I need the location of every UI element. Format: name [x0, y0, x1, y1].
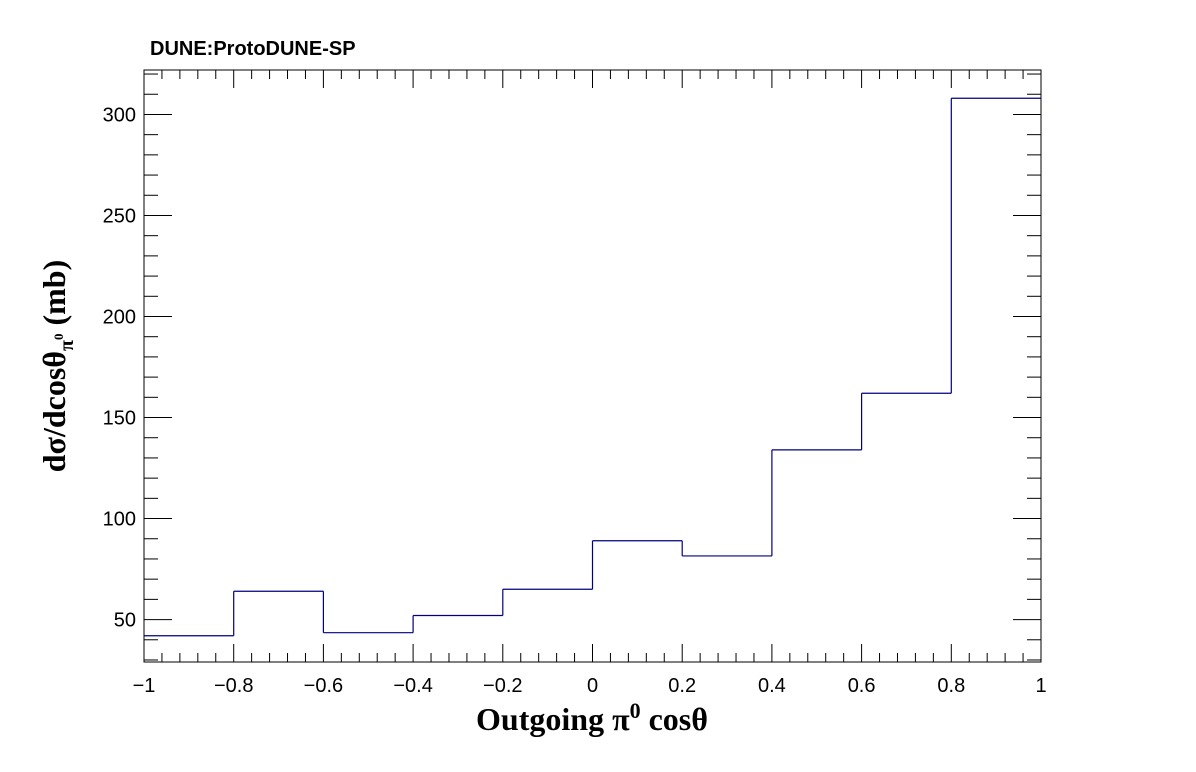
x-tick-label: −0.2 — [483, 675, 522, 697]
x-tick-label: 1 — [1035, 675, 1046, 697]
x-tick-label: 0.4 — [758, 675, 786, 697]
y-tick-label: 200 — [103, 306, 136, 328]
histogram-series — [144, 97, 1041, 637]
x-tick-label: 0 — [587, 675, 598, 697]
axis-ticks — [143, 70, 1042, 662]
chart-title: DUNE:ProtoDUNE-SP — [150, 38, 356, 60]
y-tick-label: 300 — [103, 104, 136, 126]
y-tick-label: 100 — [103, 509, 136, 531]
y-tick-label: 250 — [103, 205, 136, 227]
x-tick-label: −0.4 — [393, 675, 432, 697]
y-tick-label: 150 — [103, 408, 136, 430]
x-tick-label: −0.6 — [304, 675, 343, 697]
x-tick-label: −1 — [133, 675, 156, 697]
tick-labels: −1 −0.8 −0.6 −0.4 −0.2 0 0.2 0.4 0.6 0.8 150100150… — [103, 104, 1047, 697]
plot-frame — [143, 69, 1042, 663]
x-axis-label: Outgoing π0 cosθ — [476, 698, 708, 737]
x-tick-label: 0.8 — [937, 675, 965, 697]
x-tick-label: 0.6 — [848, 675, 876, 697]
x-tick-label: −0.8 — [214, 675, 253, 697]
x-tick-label: 0.2 — [668, 675, 696, 697]
y-axis-label: dσ/dcosθπ0 (mb) — [36, 260, 78, 472]
y-tick-label: 50 — [114, 610, 136, 632]
